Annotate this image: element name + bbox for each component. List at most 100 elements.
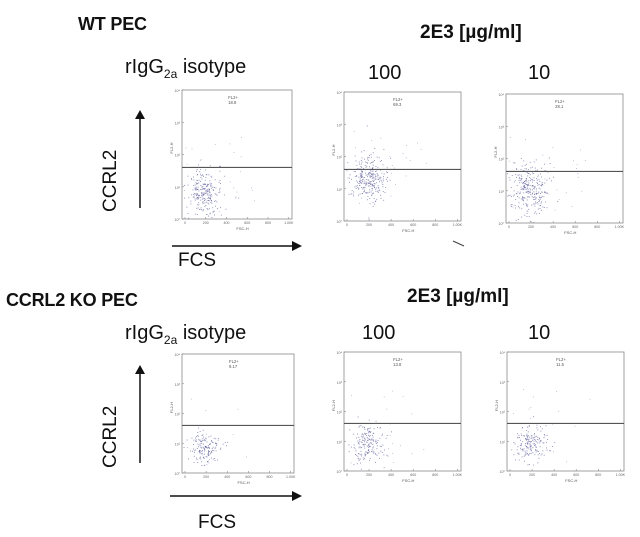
event-dot <box>227 441 229 443</box>
event-dot <box>205 184 207 185</box>
event-dot <box>204 183 206 185</box>
event-dot <box>406 145 407 146</box>
event-dot <box>363 445 365 447</box>
event-dot <box>390 172 392 174</box>
event-dot <box>207 202 209 204</box>
event-dot <box>530 189 532 191</box>
event-dot <box>535 194 537 195</box>
event-dot <box>527 426 528 428</box>
event-dot <box>195 182 197 184</box>
event-dot <box>214 447 216 449</box>
event-dot <box>535 449 537 450</box>
event-dot <box>240 156 242 158</box>
event-dot <box>204 188 206 189</box>
event-dot <box>365 169 366 171</box>
event-dot <box>368 419 370 421</box>
event-dot <box>367 452 369 454</box>
event-dot <box>366 182 368 184</box>
event-dot <box>371 168 373 170</box>
event-dot <box>532 203 534 205</box>
event-dot <box>208 446 210 448</box>
event-dot <box>213 450 215 452</box>
event-dot <box>366 433 368 434</box>
event-dot <box>520 445 522 447</box>
x-axis-title: FSC-H <box>237 480 249 485</box>
event-dot <box>373 178 375 180</box>
event-dot <box>369 427 371 429</box>
event-dot <box>198 444 200 446</box>
event-dot <box>358 426 360 428</box>
event-dot <box>202 446 204 448</box>
event-dot <box>384 192 386 194</box>
event-dot <box>371 443 372 445</box>
event-dot <box>526 450 528 452</box>
event-dot <box>539 188 541 190</box>
event-dot <box>528 173 530 174</box>
event-dot <box>358 161 360 163</box>
event-dot <box>206 185 208 187</box>
event-dot <box>544 191 546 193</box>
event-dot <box>364 187 366 189</box>
event-dot <box>201 447 203 449</box>
x-tick-label: 1.00K <box>286 475 296 479</box>
event-dot <box>211 217 213 218</box>
event-dot <box>537 442 539 444</box>
event-dot <box>361 442 363 443</box>
event-dot <box>509 179 511 181</box>
stray-mark <box>452 240 465 247</box>
event-dot <box>535 440 536 442</box>
event-dot <box>367 157 369 158</box>
event-dot <box>214 458 216 459</box>
event-dot <box>539 205 541 207</box>
event-dot <box>387 180 389 182</box>
event-dot <box>528 180 530 182</box>
event-dot <box>203 436 205 438</box>
event-dot <box>196 183 198 185</box>
event-dot <box>374 148 376 149</box>
event-dot <box>205 177 207 178</box>
event-dot <box>511 206 512 207</box>
event-dot <box>370 191 372 193</box>
event-dot <box>198 204 200 206</box>
event-dot <box>389 156 391 157</box>
wt-pec-title: WT PEC <box>78 14 147 34</box>
event-dot <box>361 446 363 448</box>
event-dot <box>536 178 537 180</box>
event-dot <box>353 195 354 197</box>
event-dot <box>528 439 530 441</box>
plot-frame <box>181 353 295 474</box>
event-dot <box>212 207 214 209</box>
plot-frame <box>506 351 625 472</box>
event-dot <box>523 183 525 184</box>
event-dot <box>204 206 206 207</box>
event-dot <box>361 151 363 153</box>
event-dot <box>526 179 527 181</box>
event-dot <box>526 216 528 217</box>
ko-col-10: 10 <box>528 322 551 344</box>
event-dot <box>358 169 360 170</box>
event-dot <box>515 199 517 200</box>
event-dot <box>521 216 523 218</box>
y-tick-label: 10² <box>337 411 343 415</box>
event-dot <box>533 396 534 398</box>
event-dot <box>360 447 362 449</box>
event-dot <box>534 444 536 446</box>
event-dot <box>362 440 364 441</box>
event-dot <box>541 209 542 211</box>
event-dot <box>529 220 531 222</box>
event-dot <box>198 439 200 440</box>
event-dot <box>358 188 360 190</box>
event-dot <box>353 131 355 132</box>
event-dot <box>195 439 197 441</box>
event-dot <box>224 442 226 444</box>
event-dot <box>361 172 363 174</box>
event-dot <box>203 209 204 211</box>
event-dot <box>549 450 551 452</box>
event-dot <box>532 197 534 198</box>
event-dot <box>538 178 540 180</box>
event-dot <box>554 209 556 211</box>
event-dot <box>191 179 193 181</box>
event-dot <box>372 173 374 174</box>
event-dot <box>197 432 199 433</box>
event-dot <box>205 186 207 188</box>
